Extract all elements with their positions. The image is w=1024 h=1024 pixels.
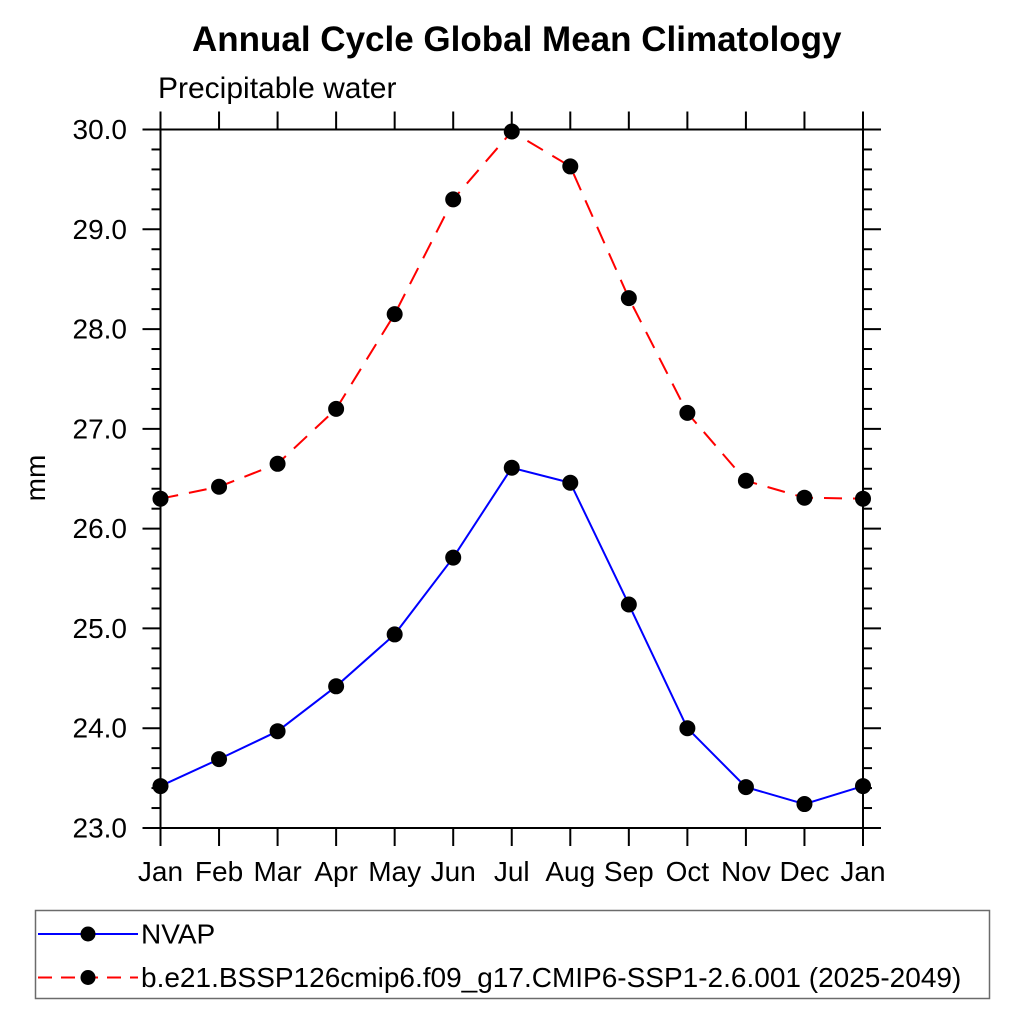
x-axis-tick-label: Oct (666, 856, 710, 887)
series-0-marker-Aug (562, 474, 579, 491)
legend-sample-marker-1 (80, 970, 96, 985)
y-axis-tick-label: 24.0 (73, 713, 128, 744)
series-line-1 (160, 130, 864, 500)
legend-entry-label-1: b.e21.BSSP126cmip6.f09_g17.CMIP6-SSP1-2.… (141, 962, 961, 993)
series-1-marker-Aug (562, 158, 579, 175)
x-axis-tick-label: Nov (721, 856, 771, 887)
x-axis-tick-label: Aug (545, 856, 595, 887)
x-axis-tick-label: Dec (780, 856, 830, 887)
y-axis-tick-label: 30.0 (73, 114, 128, 145)
x-axis-tick-label: Jul (494, 856, 530, 887)
series-1-marker-Mar (269, 455, 286, 472)
chart-title: Annual Cycle Global Mean Climatology (192, 20, 842, 59)
series-line-0 (160, 466, 864, 806)
legend-entry-label-0: NVAP (141, 919, 215, 950)
legend-sample-marker-0 (80, 926, 96, 942)
series-1-marker-Apr (328, 400, 345, 417)
y-axis-tick-label: 26.0 (73, 513, 128, 544)
y-axis-title: mm (20, 455, 51, 502)
y-axis-tick-label: 27.0 (73, 413, 128, 444)
series-0-marker-Jan (855, 778, 871, 795)
x-axis-tick-label: Apr (314, 856, 358, 887)
series-0-marker-Oct (679, 720, 696, 737)
series-0-marker-Nov (737, 779, 754, 796)
series-0-marker-Jul (503, 459, 520, 476)
chart-subtitle: Precipitable water (158, 72, 396, 105)
series-0-marker-Dec (796, 796, 813, 813)
series-1-marker-Dec (796, 489, 813, 506)
series-0-marker-Sep (620, 596, 637, 613)
series-0-marker-Mar (269, 723, 286, 740)
series-1-marker-May (386, 306, 403, 323)
x-axis-tick-label: Sep (604, 856, 654, 887)
y-axis-tick-label: 29.0 (73, 214, 128, 245)
x-axis-tick-label: Jan (840, 856, 885, 887)
series-0-marker-Feb (211, 751, 228, 768)
y-axis-tick-label: 28.0 (73, 314, 128, 345)
series-1-marker-Jul (503, 123, 520, 140)
x-axis-tick-label: Feb (195, 856, 243, 887)
x-axis-tick-label: Jan (138, 856, 183, 887)
x-axis-tick-label: Mar (253, 856, 301, 887)
y-axis-tick-label: 23.0 (73, 813, 128, 844)
series-0-marker-Jan (152, 778, 169, 795)
x-axis-tick-label: May (368, 856, 421, 887)
series-0-marker-Jun (445, 549, 462, 566)
series-0-marker-Apr (328, 678, 345, 695)
series-1-marker-Jan (152, 490, 169, 507)
y-axis-tick-label: 25.0 (73, 613, 128, 644)
series-0-marker-May (386, 626, 403, 643)
plot-frame (159, 128, 864, 829)
series-1-marker-Nov (737, 472, 754, 489)
series-1-marker-Oct (679, 404, 696, 421)
series-1-marker-Sep (620, 290, 637, 307)
series-1-marker-Feb (211, 478, 228, 495)
x-axis-tick-label: Jun (431, 856, 476, 887)
legend-box (34, 909, 991, 1000)
series-1-marker-Jan (855, 490, 871, 507)
series-1-marker-Jun (445, 191, 462, 208)
